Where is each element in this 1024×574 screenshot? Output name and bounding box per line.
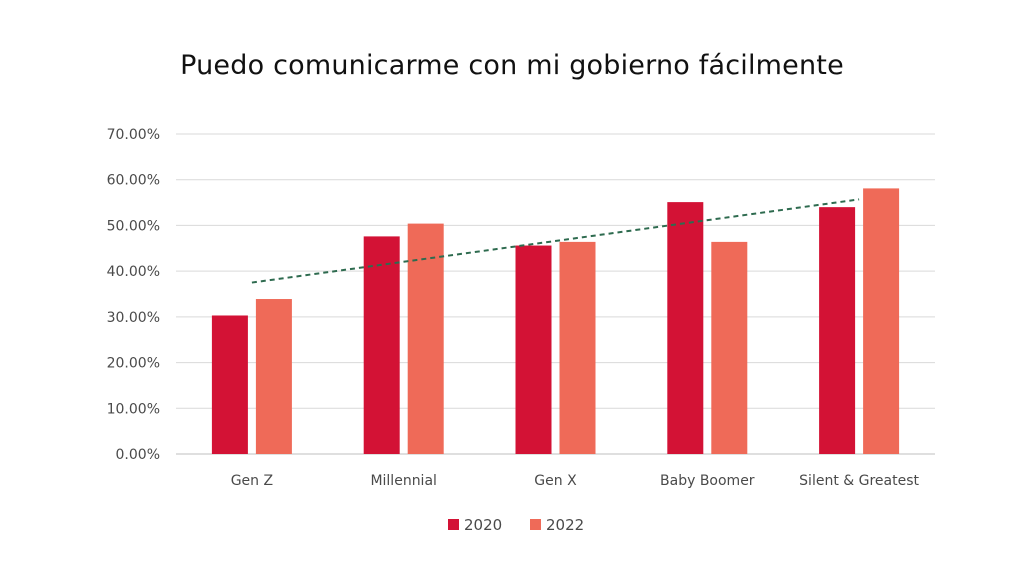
legend-swatch-2022 — [530, 519, 541, 530]
bar-2022-gen-z — [255, 299, 292, 454]
legend-label-2020: 2020 — [464, 516, 502, 534]
x-category-label: Gen Z — [231, 473, 273, 489]
y-tick-label: 0.00% — [116, 447, 160, 463]
trendline-line — [251, 198, 860, 284]
x-category-label: Millennial — [370, 473, 436, 489]
bar-2020-millennial — [363, 236, 400, 454]
bar-2022-baby-boomer — [711, 241, 748, 454]
y-tick-label: 20.00% — [107, 356, 160, 372]
x-category-label: Baby Boomer — [660, 473, 755, 489]
y-axis-tick-labels: 0.00% 10.00% 20.00% 30.00% 40.00% 50.00% 60.00… — [107, 127, 160, 463]
x-category-label: Silent & Greatest — [799, 473, 919, 489]
legend-swatch-2020 — [448, 519, 459, 530]
y-tick-label: 70.00% — [107, 127, 160, 143]
y-tick-label: 40.00% — [107, 264, 160, 280]
bar-2020-gen-x — [515, 245, 552, 454]
x-axis-category-labels: Gen Z Millennial Gen X Baby Boomer Silent & … — [231, 473, 920, 489]
legend: 2020 2022 — [448, 516, 584, 534]
y-tick-label: 60.00% — [107, 173, 160, 189]
gridlines — [176, 133, 935, 455]
bar-2020-silent-greatest — [819, 207, 856, 454]
chart-title: Puedo comunicarme con mi gobierno fácilm… — [180, 50, 844, 81]
bars — [211, 188, 900, 454]
y-tick-label: 10.00% — [107, 401, 160, 417]
y-tick-label: 50.00% — [107, 218, 160, 234]
x-category-label: Gen X — [534, 473, 577, 489]
bar-2022-millennial — [407, 223, 444, 454]
trendline — [251, 198, 860, 284]
bar-2022-gen-x — [559, 241, 596, 454]
bar-2020-gen-z — [211, 315, 248, 454]
bar-2022-silent-greatest — [863, 188, 900, 454]
bar-2020-baby-boomer — [667, 202, 704, 454]
y-tick-label: 30.00% — [107, 310, 160, 326]
legend-label-2022: 2022 — [546, 516, 584, 534]
